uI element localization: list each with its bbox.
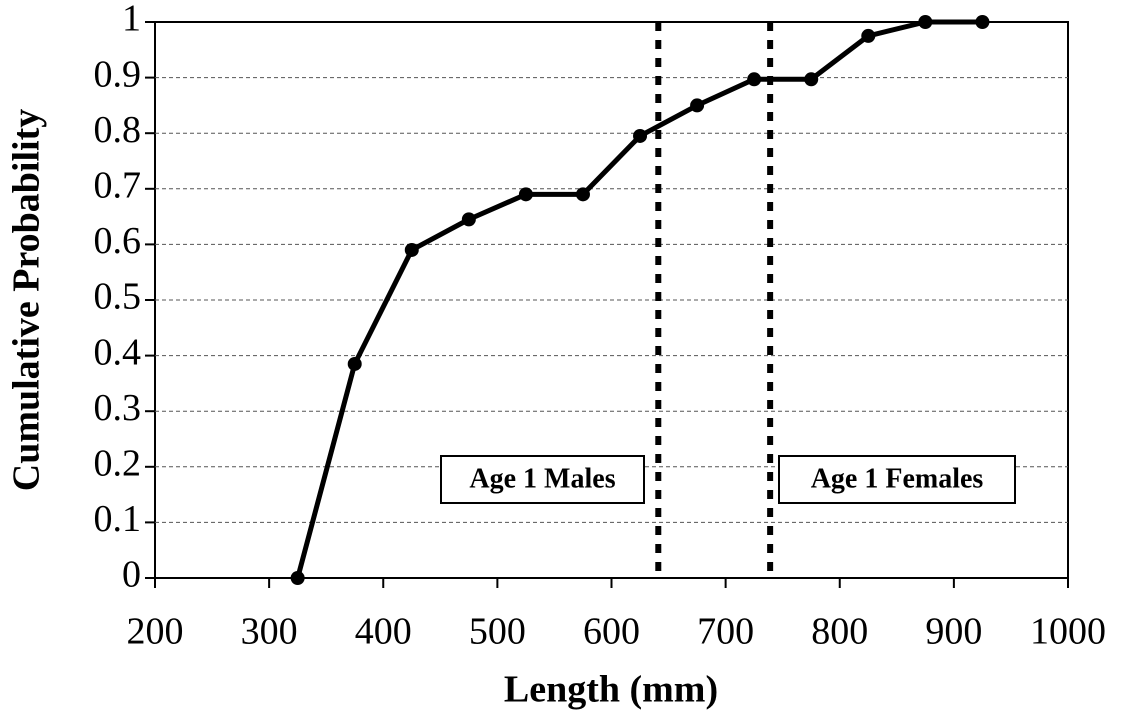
point	[861, 28, 876, 43]
x-tick-label: 1000	[1030, 611, 1106, 653]
point	[518, 187, 533, 202]
y-tick-label: 1	[122, 0, 141, 40]
annotation: Age 1 Males	[469, 463, 615, 494]
y-tick-label: 0.8	[94, 109, 142, 151]
annotation-box	[440, 455, 645, 504]
point	[918, 15, 933, 29]
point	[690, 98, 705, 113]
point	[290, 571, 305, 585]
point	[804, 72, 819, 87]
point	[404, 242, 419, 257]
y-tick-label: 0.3	[94, 387, 142, 429]
y-axis-title: Cumulative Probability	[6, 109, 48, 492]
x-tick-label: 800	[811, 611, 868, 653]
x-tick-label: 900	[925, 611, 982, 653]
x-tick-label: 500	[469, 611, 526, 653]
y-tick-label: 0.2	[94, 443, 142, 485]
y-tick-label: 0.1	[94, 498, 142, 540]
y-tick-label: 0.7	[94, 165, 142, 207]
point	[461, 212, 476, 227]
point	[347, 356, 362, 371]
y-tick-label: 0	[122, 554, 141, 596]
x-tick-label: 600	[583, 611, 640, 653]
y-tick-label: 0.6	[94, 220, 142, 262]
x-tick-label: 700	[697, 611, 754, 653]
annotation-box	[778, 455, 1016, 504]
y-tick-label: 0.4	[94, 331, 142, 373]
point	[575, 187, 590, 202]
y-tick-label: 0.9	[94, 53, 142, 95]
point	[633, 128, 648, 143]
y-tick-label: 0.5	[94, 276, 142, 318]
x-tick-label: 300	[241, 611, 298, 653]
point	[747, 72, 762, 87]
x-axis-title: Length (mm)	[504, 669, 718, 711]
x-tick-label: 200	[127, 611, 184, 653]
x-tick-label: 400	[355, 611, 412, 653]
point	[975, 15, 990, 29]
annotation: Age 1 Females	[811, 463, 984, 494]
